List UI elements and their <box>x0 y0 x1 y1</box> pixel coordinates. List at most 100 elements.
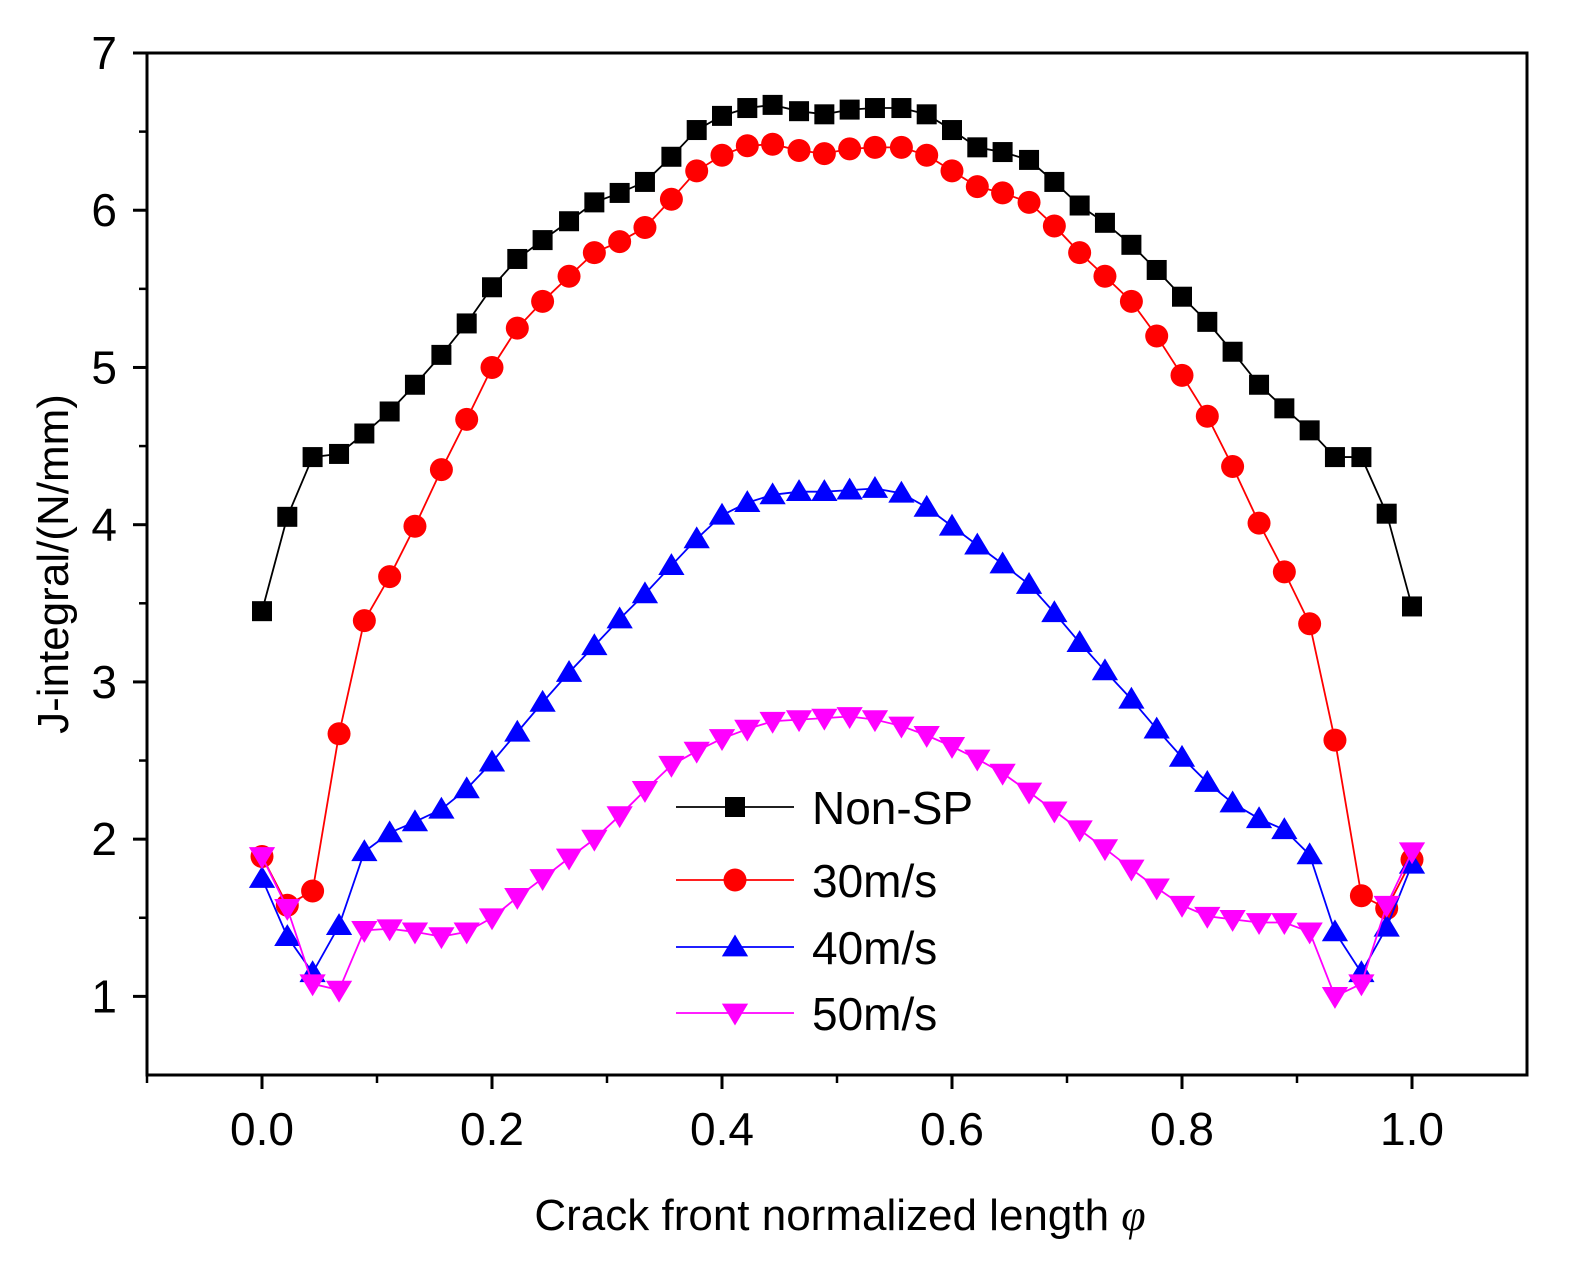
y-tick-label: 2 <box>91 813 117 865</box>
data-point <box>1042 214 1066 238</box>
data-point <box>1044 171 1065 192</box>
data-point <box>861 710 889 733</box>
data-point <box>581 633 608 656</box>
data-point <box>401 922 429 945</box>
data-point <box>1324 447 1345 468</box>
data-point <box>761 132 785 156</box>
data-point <box>404 374 425 395</box>
data-point <box>274 898 301 921</box>
data-point <box>991 181 1015 205</box>
data-point <box>1069 195 1090 216</box>
data-point <box>992 142 1013 163</box>
legend-item: 50m/s <box>676 988 937 1040</box>
data-point <box>759 482 786 505</box>
data-point <box>658 553 685 575</box>
y-tick-label: 7 <box>91 27 117 79</box>
series-line <box>261 487 1413 975</box>
data-point <box>376 820 403 843</box>
data-point <box>582 241 606 265</box>
series-3 <box>248 476 1426 983</box>
tick-labels-layer: 0.0 0.2 0.4 0.6 0.8 1.0 1 2 3 4 5 6 7 <box>91 27 1444 1155</box>
data-point <box>712 105 732 126</box>
data-point <box>762 94 783 115</box>
data-point <box>735 134 759 158</box>
x-tick-label: 0.8 <box>1150 1103 1214 1155</box>
data-point <box>557 264 581 288</box>
data-point <box>1015 782 1043 805</box>
data-point <box>352 609 376 633</box>
legend-label: 30m/s <box>812 855 937 907</box>
data-point <box>1143 716 1170 739</box>
y-tick-label: 4 <box>91 499 117 551</box>
data-point <box>429 458 453 482</box>
x-axis-title-text: Crack front normalized length <box>534 1191 1109 1240</box>
series-2 <box>250 132 1424 920</box>
data-point <box>683 741 710 764</box>
data-point <box>1272 560 1296 584</box>
data-point <box>1091 658 1119 681</box>
x-tick-label: 0.4 <box>690 1103 754 1155</box>
data-point <box>1172 286 1192 307</box>
data-point <box>606 806 633 829</box>
y-axis-title: J-integral/(N/mm) <box>29 394 78 734</box>
data-point <box>581 829 608 852</box>
data-point <box>248 847 276 869</box>
x-tick-label: 0.6 <box>920 1103 984 1155</box>
data-point <box>431 344 452 365</box>
data-point <box>734 490 761 513</box>
series-layer <box>248 94 1426 1009</box>
data-point <box>913 494 940 517</box>
data-point <box>1093 264 1117 288</box>
data-point <box>891 98 912 119</box>
data-point <box>888 480 915 503</box>
data-point <box>559 211 580 232</box>
data-point <box>785 710 813 733</box>
data-point <box>455 407 479 431</box>
legend-marker <box>721 934 749 957</box>
data-point <box>478 749 506 772</box>
data-point <box>1118 859 1145 882</box>
series-line <box>261 143 1413 910</box>
data-point <box>836 477 863 500</box>
ticks-layer <box>133 51 1414 1089</box>
data-point <box>710 143 734 167</box>
y-tick-label: 1 <box>91 970 117 1022</box>
data-point <box>836 707 863 730</box>
legend-label: Non-SP <box>812 782 973 834</box>
data-point <box>861 476 889 498</box>
data-point <box>942 120 962 141</box>
data-point <box>633 216 657 240</box>
legend-marker <box>723 868 747 892</box>
data-point <box>1066 820 1093 843</box>
data-point <box>403 514 427 538</box>
data-point <box>1219 790 1246 813</box>
data-point <box>531 289 555 313</box>
data-point <box>1249 374 1270 395</box>
data-point <box>811 479 838 502</box>
legend-marker <box>725 797 745 817</box>
data-point <box>1296 842 1323 865</box>
data-point <box>584 192 605 213</box>
data-point <box>708 502 736 525</box>
legend: Non-SP 30m/s 40m/s 50m/s <box>676 782 973 1040</box>
data-point <box>555 659 583 682</box>
data-point <box>658 755 685 778</box>
data-point <box>1194 906 1221 929</box>
data-point <box>838 137 862 161</box>
data-point <box>401 809 429 832</box>
data-point <box>529 869 556 891</box>
data-point <box>248 865 276 888</box>
data-point <box>453 776 480 799</box>
data-point <box>299 974 326 997</box>
data-point <box>1296 922 1323 945</box>
data-point <box>1299 420 1320 441</box>
y-tick-label: 6 <box>91 184 117 236</box>
data-point <box>1121 234 1142 255</box>
data-point <box>964 532 991 555</box>
data-point <box>480 355 504 379</box>
data-point <box>889 135 913 159</box>
data-point <box>1146 259 1167 280</box>
data-point <box>1195 404 1219 428</box>
data-point <box>1271 817 1298 840</box>
